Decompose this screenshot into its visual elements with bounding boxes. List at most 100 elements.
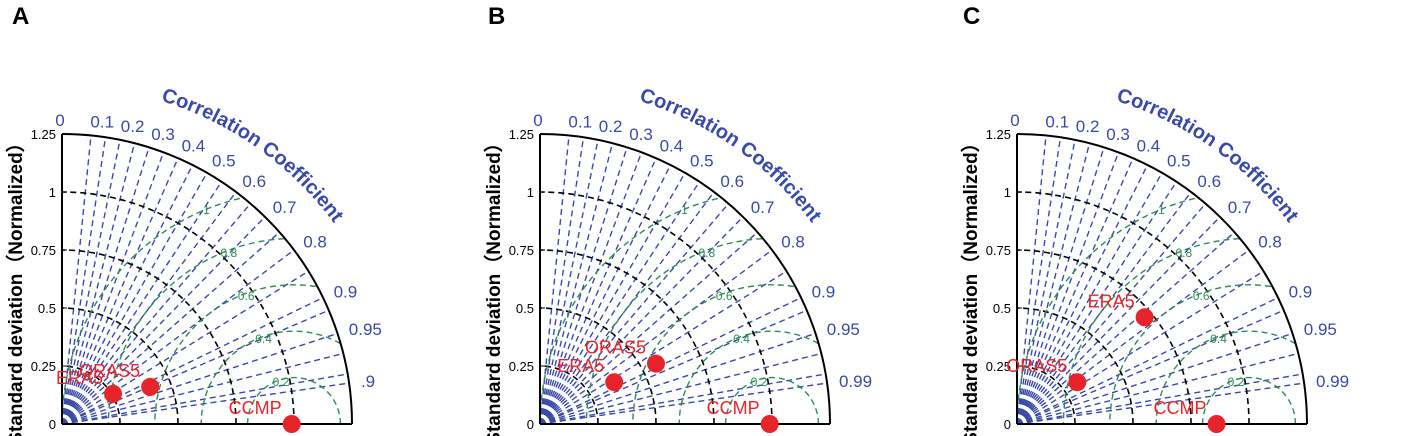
correlation-line [61,172,208,425]
correlation-line [539,249,773,425]
std-dev-tick-labels: 0 0.25 0.5 0.75 1 1.25 [509,127,545,432]
correlation-line [61,143,136,425]
rms-arc [154,284,316,424]
correlation-line [539,332,816,425]
std-dev-tick-label: 0.25 [509,359,534,374]
correlation-line [539,309,808,425]
data-point-ccmp [1207,415,1226,433]
correlation-line [539,216,744,425]
correlation-rays [1016,135,1305,425]
correlation-line [1016,143,1091,425]
correlation-tick-label: 0.8 [781,233,805,252]
rms-arcs: 1 0.8 0.6 0.4 0.2 [61,197,342,425]
correlation-tick-label: 0.2 [599,117,623,136]
data-point-label: CCMP [229,398,282,418]
rms-label: 1 [1158,203,1165,217]
correlation-line [539,157,657,425]
outer-arc [539,133,831,425]
correlation-line [61,203,252,425]
correlation-line [539,352,822,425]
correlation-line [539,382,828,425]
correlation-line [1016,191,1192,425]
data-point-oras5 [141,377,160,396]
rms-label: 0.4 [1210,332,1227,346]
correlation-tick-labels: 0 0.1 0.2 0.3 0.4 0.5 0.6 0.7 0.8 0.9 0.95 .9 [55,111,382,391]
correlation-line [539,373,826,425]
std-dev-arc [539,307,657,425]
correlation-line [1016,181,1178,425]
correlation-tick-label: 0.5 [690,152,714,171]
data-point-oras5 [647,354,665,373]
std-dev-tick-label: 0.5 [993,301,1011,316]
rms-arc [1155,330,1296,424]
correlation-tick-label: 0.6 [242,172,266,191]
rms-arc [107,238,285,425]
correlation-line [539,147,628,425]
rms-label: 0.4 [255,332,272,346]
std-dev-arc [61,365,121,425]
rms-label: 0.2 [751,375,768,389]
rms-arc [1109,284,1271,424]
correlation-tick-label: 0.6 [720,172,744,191]
std-dev-tick-label: 0.75 [31,243,56,258]
correlation-tick-label: 0.9 [334,282,358,301]
correlation-line [539,152,643,425]
correlation-line [61,296,324,425]
correlation-tick-label: 0.7 [751,198,775,217]
rms-label: 1 [203,203,210,217]
outer-arc [1016,133,1308,425]
correlation-line [61,231,280,425]
data-point-label: ERA5 [56,368,103,388]
y-axis-label: Standard deviation（Normalized） [959,133,982,436]
std-dev-arc [539,191,773,425]
correlation-line [539,164,672,425]
correlation-tick-label: 0.3 [151,125,175,144]
correlation-tick-label: 0.7 [273,198,297,217]
correlation-tick-label: 0.9 [1289,282,1313,301]
correlation-line [539,139,599,425]
rms-arc [1016,197,1195,425]
data-point-label: ERA5 [557,356,604,376]
rms-label: 0.6 [1193,289,1210,303]
std-dev-tick-label: 0.25 [31,359,56,374]
rms-label: 0.8 [1175,246,1192,260]
data-point-label: CCMP [1154,398,1207,418]
correlation-tick-label: 0.8 [1258,233,1282,252]
rms-arcs: 1 0.8 0.6 0.4 0.2 [1016,197,1297,425]
correlation-line [539,231,758,425]
correlation-line [1016,216,1221,425]
correlation-line [61,373,348,425]
correlation-line [1016,137,1062,425]
correlation-line [61,270,309,425]
correlation-line [1016,332,1293,425]
std-dev-arcs [539,191,773,425]
correlation-tick-label: 0.95 [349,320,382,339]
correlation-line [1016,270,1264,425]
correlation-line [61,332,338,425]
correlation-line [539,296,802,425]
std-dev-arc [1016,365,1076,425]
std-dev-arc [61,191,295,425]
std-dev-tick-label: 0 [527,417,534,432]
rms-label: 0.6 [716,289,733,303]
rms-label: 0.2 [1228,375,1245,389]
correlation-line [1016,157,1134,425]
correlation-line [61,135,92,425]
y-axis-label: Standard deviation（Normalized） [4,133,27,436]
correlation-tick-labels: 0 0.1 0.2 0.3 0.4 0.5 0.6 0.7 0.8 0.9 0.95 0.99 [533,111,872,391]
correlation-line [1016,231,1235,425]
correlation-rays [61,135,350,425]
correlation-line [539,191,715,425]
data-point-label: ORAS5 [79,361,140,381]
correlation-line [61,147,150,425]
correlation-line [61,137,107,425]
std-dev-arcs [1016,191,1250,425]
correlation-tick-label: 0.5 [212,152,236,171]
std-dev-tick-label: 1.25 [509,127,534,142]
correlation-line [61,164,194,425]
correlation-tick-label: 0.4 [1137,136,1161,155]
correlation-tick-label: 0.2 [121,117,145,136]
rms-arc [1201,376,1297,424]
